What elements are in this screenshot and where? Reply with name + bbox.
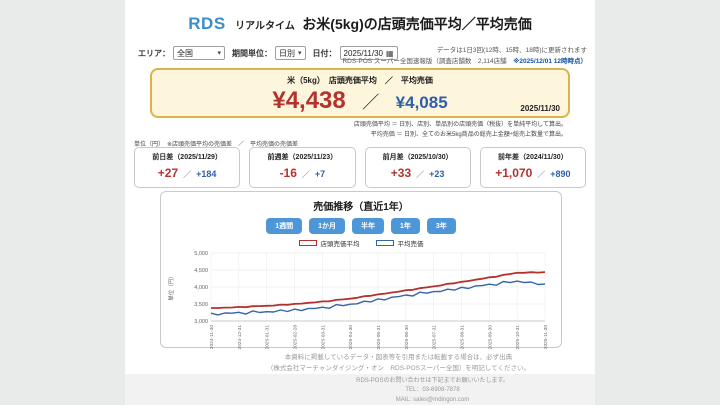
price-date: 2025/11/30 bbox=[520, 104, 560, 113]
legend-average-price: 平均売価 bbox=[375, 238, 424, 248]
area-select-value: 全国 bbox=[177, 48, 193, 58]
diff-card-title: 前年差（2024/11/30） bbox=[498, 154, 568, 161]
store-price-average: ¥4,438 bbox=[272, 87, 346, 114]
range-button-1year[interactable]: 1年 bbox=[391, 218, 420, 234]
svg-text:3,500: 3,500 bbox=[194, 302, 208, 308]
svg-text:2025-10-31: 2025-10-31 bbox=[515, 325, 521, 350]
svg-text:2025-04-30: 2025-04-30 bbox=[348, 325, 354, 350]
diff-sub-value: +7 bbox=[314, 169, 326, 179]
diff-card-prev-year: 前年差（2024/11/30） +1,070 ／ +890 bbox=[479, 147, 586, 188]
period-label: 期間単位： bbox=[232, 48, 272, 58]
data-timestamp: ※2025/12/01 12時時点） bbox=[513, 58, 587, 66]
diff-main-value: +33 bbox=[390, 166, 412, 180]
date-input[interactable]: 2025/11/30 ▦ bbox=[339, 46, 398, 60]
svg-text:2025-06-30: 2025-06-30 bbox=[404, 325, 410, 350]
diff-card-prev-week: 前週差（2025/11/23） -16 ／ +7 bbox=[249, 147, 356, 188]
legend-swatch-red bbox=[298, 240, 317, 246]
calculation-notes: 店頭売価平均 ＝ 日別、店別、単品別の店頭売価（税抜）を単純平均して算出。 平均… bbox=[354, 120, 567, 140]
svg-text:2025-05-31: 2025-05-31 bbox=[376, 325, 382, 350]
svg-text:2025-09-30: 2025-09-30 bbox=[487, 325, 493, 350]
contact-footer: RDS-POSのお問い合わせは下記までお願いいたします。 TEL：03-6908… bbox=[125, 374, 595, 405]
range-button-1month[interactable]: 1か月 bbox=[309, 218, 345, 234]
period-select-value: 日別 bbox=[279, 48, 295, 58]
title-subtitle: リアルタイム bbox=[235, 21, 295, 32]
svg-text:2025-01-31: 2025-01-31 bbox=[265, 325, 271, 350]
svg-text:2025-07-31: 2025-07-31 bbox=[432, 325, 438, 350]
update-schedule-note: データは1日3回(12時、15時、18時)に更新されます bbox=[436, 47, 587, 54]
average-selling-price: ¥4,085 bbox=[395, 93, 448, 112]
diff-card-prev-month: 前月差（2025/10/30） +33 ／ +23 bbox=[364, 147, 471, 188]
chevron-down-icon: ▾ bbox=[217, 50, 221, 57]
main-panel: RDS リアルタイム お米(5kg)の店頭売価平均／平均売価 エリア： 全国 ▾… bbox=[125, 0, 595, 405]
legend-label: 平均売価 bbox=[397, 241, 424, 248]
legend-store-price: 店頭売価平均 bbox=[298, 238, 360, 248]
filter-bar: エリア： 全国 ▾ 期間単位： 日別 ▾ 日付： 2025/11/30 ▦ bbox=[134, 46, 398, 60]
price-trend-chart: 2024-11-30 2024-12-31 2025-01-31 2025-02-28… bbox=[163, 249, 559, 358]
diff-cards: 前日差（2025/11/29） +27 ／ +184 前週差（2025/11/23）… bbox=[134, 147, 586, 188]
brand-logo: RDS bbox=[188, 14, 226, 33]
diff-card-title: 前月差（2025/10/30） bbox=[382, 154, 453, 161]
svg-text:単位（円）: 単位（円） bbox=[167, 273, 175, 301]
diff-slash: ／ bbox=[183, 170, 192, 179]
diff-sub-value: +890 bbox=[550, 169, 571, 179]
range-buttons: 1週間 1か月 半年 1年 3年 bbox=[161, 218, 561, 234]
legend-swatch-blue bbox=[375, 240, 394, 246]
svg-text:3,000: 3,000 bbox=[194, 319, 208, 325]
diff-card-title: 前日差（2025/11/29） bbox=[152, 154, 222, 161]
chart-title: 売価推移（直近1年） bbox=[313, 202, 409, 213]
diff-slash: ／ bbox=[416, 170, 425, 179]
svg-text:2025-11-30: 2025-11-30 bbox=[543, 325, 549, 350]
price-slash: ／ bbox=[362, 93, 380, 112]
date-label: 日付： bbox=[312, 48, 337, 58]
price-values: ¥4,438 ／ ¥4,085 bbox=[152, 86, 568, 116]
diff-slash: ／ bbox=[537, 170, 546, 179]
svg-text:2025-03-31: 2025-03-31 bbox=[320, 325, 326, 350]
diff-unit-note: 単位（円） ※店頭売価平均の売価差 ／ 平均売価の売価差 bbox=[134, 142, 299, 148]
contact-tel: TEL：03-6908-7878 bbox=[405, 387, 460, 394]
date-input-value: 2025/11/30 bbox=[343, 48, 383, 58]
chart-legend: 店頭売価平均 平均売価 bbox=[161, 238, 561, 248]
update-info: データは1日3回(12時、15時、18時)に更新されます RDS-POS スーパ… bbox=[342, 45, 587, 67]
diff-sub-value: +184 bbox=[196, 169, 217, 179]
citation-note: 本資料に掲載しているデータ・図表等を引用または転載する場合は、必ず出典 （株式会… bbox=[266, 354, 530, 373]
diff-main-value: +27 bbox=[157, 166, 179, 180]
chevron-down-icon: ▾ bbox=[298, 50, 302, 57]
range-button-1week[interactable]: 1週間 bbox=[266, 218, 303, 234]
diff-main-value: +1,070 bbox=[495, 166, 533, 180]
note-store-price: 店頭売価平均 ＝ 日別、店別、単品別の店頭売価（税抜）を単純平均して算出。 bbox=[353, 122, 567, 128]
contact-message: RDS-POSのお問い合わせは下記までお願いいたします。 bbox=[356, 378, 509, 384]
note-average-price: 平均売価 ＝ 日別、全てのお米5kg商品の総売上金額÷総売上数量で算出。 bbox=[370, 132, 567, 139]
chart-panel: 売価推移（直近1年） 1週間 1か月 半年 1年 3年 店頭売価平均 平均売価 … bbox=[160, 191, 562, 350]
diff-card-prev-day: 前日差（2025/11/29） +27 ／ +184 bbox=[134, 147, 241, 188]
title-text: お米(5kg)の店頭売価平均／平均売価 bbox=[302, 16, 532, 32]
svg-text:2025-08-31: 2025-08-31 bbox=[460, 325, 466, 350]
legend-label: 店頭売価平均 bbox=[320, 241, 360, 248]
range-button-halfyear[interactable]: 半年 bbox=[352, 218, 384, 234]
area-label: エリア： bbox=[138, 48, 170, 58]
calendar-icon: ▦ bbox=[385, 48, 394, 58]
svg-text:4,000: 4,000 bbox=[194, 285, 208, 291]
range-button-3year[interactable]: 3年 bbox=[426, 218, 456, 234]
svg-text:2024-12-31: 2024-12-31 bbox=[237, 325, 243, 350]
diff-main-value: -16 bbox=[279, 166, 297, 180]
svg-text:2024-11-30: 2024-11-30 bbox=[209, 325, 215, 350]
diff-slash: ／ bbox=[301, 170, 310, 179]
svg-text:2025-02-28: 2025-02-28 bbox=[293, 325, 299, 350]
page-title: RDS リアルタイム お米(5kg)の店頭売価平均／平均売価 bbox=[125, 14, 595, 34]
price-summary-box: 米（5kg） 店頭売価平均 ／ 平均売価 ¥4,438 ／ ¥4,085 202… bbox=[150, 68, 570, 118]
area-select[interactable]: 全国 ▾ bbox=[173, 46, 225, 60]
diff-sub-value: +23 bbox=[429, 169, 445, 179]
diff-card-title: 前週差（2025/11/23） bbox=[267, 154, 338, 161]
contact-mail: MAIL: sales@mdingon.com bbox=[395, 396, 470, 403]
period-select[interactable]: 日別 ▾ bbox=[275, 46, 306, 60]
svg-text:5,000: 5,000 bbox=[194, 251, 208, 257]
data-source-note: RDS-POS スーパー全国速報版（調査店舗数 2,114店舗 ※2025/12… bbox=[342, 58, 587, 66]
price-box-label: 米（5kg） 店頭売価平均 ／ 平均売価 bbox=[287, 76, 433, 85]
svg-text:4,500: 4,500 bbox=[194, 268, 208, 274]
